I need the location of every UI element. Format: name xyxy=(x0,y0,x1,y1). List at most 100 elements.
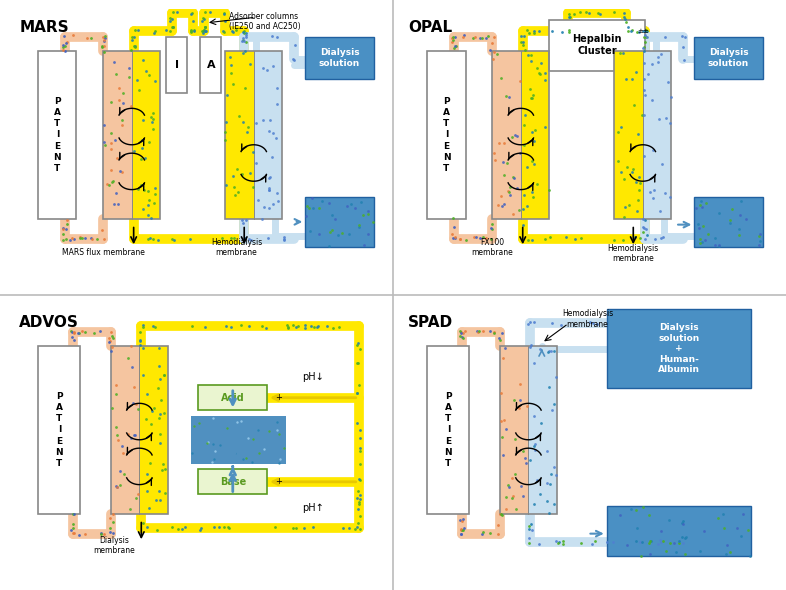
Bar xyxy=(607,309,751,388)
Point xyxy=(634,537,646,546)
Point xyxy=(733,211,746,220)
Point xyxy=(218,9,230,19)
Point xyxy=(125,35,138,45)
Point xyxy=(224,234,237,243)
Point xyxy=(209,447,222,456)
Point xyxy=(299,320,311,330)
Point xyxy=(698,527,711,536)
Point xyxy=(563,25,575,34)
Point xyxy=(520,458,533,468)
Point xyxy=(496,157,509,166)
Point xyxy=(148,199,160,208)
Point xyxy=(511,131,523,140)
Point xyxy=(114,166,127,176)
Point xyxy=(663,539,676,548)
Point xyxy=(303,203,315,212)
Point xyxy=(477,233,490,242)
Point xyxy=(502,482,515,491)
Point xyxy=(266,129,279,138)
Bar xyxy=(694,37,763,79)
Point xyxy=(185,27,197,37)
Point xyxy=(110,70,123,79)
Point xyxy=(225,60,237,69)
Point xyxy=(487,54,499,64)
Point xyxy=(336,228,348,237)
Bar xyxy=(607,506,751,556)
Point xyxy=(261,233,274,242)
Point xyxy=(531,475,543,484)
Point xyxy=(647,193,659,202)
Point xyxy=(98,31,111,41)
Point xyxy=(619,202,632,212)
Point xyxy=(752,231,765,241)
Point xyxy=(127,382,140,391)
Point xyxy=(460,235,472,245)
Point xyxy=(455,525,468,535)
Point xyxy=(457,514,469,524)
Point xyxy=(500,493,512,502)
Point xyxy=(639,215,652,224)
Point xyxy=(645,536,657,546)
Point xyxy=(163,26,176,35)
Point xyxy=(67,509,79,519)
Point xyxy=(351,388,363,397)
Point xyxy=(733,224,746,234)
Point xyxy=(200,26,212,35)
Point xyxy=(543,382,556,392)
Point xyxy=(218,28,230,37)
Point xyxy=(198,14,211,24)
Point xyxy=(73,530,86,540)
Point xyxy=(263,126,275,135)
Text: pH↓: pH↓ xyxy=(302,372,324,382)
Point xyxy=(696,221,709,231)
Point xyxy=(573,7,586,17)
Point xyxy=(112,83,125,93)
Point xyxy=(713,241,725,250)
Point xyxy=(560,232,573,242)
Point xyxy=(68,510,81,519)
Point xyxy=(166,522,178,532)
Point xyxy=(720,550,733,559)
Point xyxy=(152,235,164,245)
Text: I: I xyxy=(174,60,178,70)
Point xyxy=(545,346,557,356)
Text: ADVOS: ADVOS xyxy=(20,315,79,330)
Point xyxy=(575,234,587,243)
Point xyxy=(142,137,155,146)
Bar xyxy=(166,37,187,93)
Point xyxy=(354,443,366,453)
Point xyxy=(187,25,200,35)
Point xyxy=(480,234,493,243)
Point xyxy=(733,231,745,240)
Point xyxy=(234,320,247,330)
Point xyxy=(353,446,365,455)
Point xyxy=(353,491,365,500)
Point xyxy=(653,206,666,215)
Point xyxy=(109,482,122,491)
Point xyxy=(528,136,541,146)
Point xyxy=(233,112,245,121)
Point xyxy=(712,514,725,523)
Point xyxy=(618,12,630,22)
Point xyxy=(243,322,255,331)
Point xyxy=(244,168,256,178)
Point xyxy=(66,333,79,342)
Point xyxy=(637,47,650,56)
Point xyxy=(315,196,328,206)
Point xyxy=(454,331,466,340)
Point xyxy=(568,9,581,19)
Point xyxy=(641,27,653,36)
Point xyxy=(152,414,165,423)
Point xyxy=(199,7,211,17)
Point xyxy=(58,47,71,56)
Point xyxy=(641,32,653,42)
Text: +: + xyxy=(275,393,282,402)
Point xyxy=(147,321,160,330)
Point xyxy=(354,475,366,484)
Point xyxy=(243,234,255,244)
Point xyxy=(637,42,650,52)
Point xyxy=(74,233,86,242)
Point xyxy=(524,342,537,352)
Point xyxy=(754,229,766,238)
Point xyxy=(215,234,228,243)
